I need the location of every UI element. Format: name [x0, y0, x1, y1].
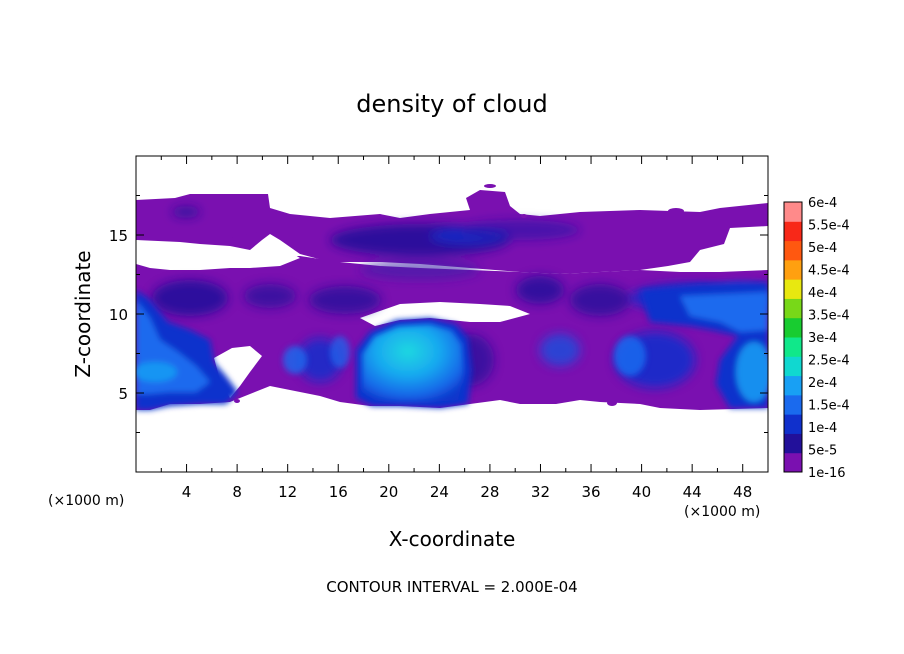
colorbar-label: 4e-4: [808, 286, 837, 301]
colorbar-swatch: [784, 240, 802, 261]
colorbar-swatch: [784, 259, 802, 280]
y-tick-label: 10: [109, 306, 128, 324]
colorbar-label: 4.5e-4: [808, 264, 850, 279]
colorbar-label: 5e-5: [808, 444, 837, 459]
colorbar-label: 1e-16: [808, 466, 846, 481]
x-axis-label: X-coordinate: [389, 527, 516, 551]
colorbar-swatch: [784, 202, 802, 222]
x-tick-label: 12: [278, 483, 297, 501]
right-convective-cell: [283, 282, 768, 408]
colorbar-frame: [783, 201, 803, 473]
central-convective-core: [356, 318, 472, 408]
colorbar-label: 6e-4: [808, 196, 837, 211]
colorbar-swatch: [784, 452, 802, 473]
colorbar-swatch: [784, 394, 802, 415]
colorbar-label: 5e-4: [808, 241, 837, 256]
contour-interval-note: CONTOUR INTERVAL = 2.000E-04: [326, 578, 577, 596]
colorbar-swatch: [784, 298, 802, 319]
colorbar-label: 2.5e-4: [808, 354, 850, 369]
x-tick-label: 40: [632, 483, 651, 501]
x-tick-label: 36: [581, 483, 600, 501]
x-tick-label: 28: [480, 483, 499, 501]
x-tick-label: 20: [379, 483, 398, 501]
x-tick-label: 32: [531, 483, 550, 501]
colorbar-swatch: [784, 279, 802, 299]
y-axis: 5 10 15: [109, 195, 768, 433]
clear-gap-small: [360, 302, 530, 326]
colorbar-label: 2e-4: [808, 376, 837, 391]
x-unit-left: (×1000 m): [48, 493, 124, 509]
x-tick-label: 16: [329, 483, 348, 501]
colorbar-swatch: [784, 414, 802, 434]
cloud-specks: [234, 184, 684, 406]
colorbar: 1e-16 5e-5 1e-4 1.5e-4 2e-4 2.5e-4 3e-4 3.5e-4 4…: [783, 196, 850, 481]
colorbar-label: 3e-4: [808, 331, 837, 346]
y-tick-label: 15: [109, 227, 128, 245]
x-tick-label: 44: [683, 483, 702, 501]
colorbar-label: 1e-4: [808, 421, 837, 436]
x-axis: 4 8 12 16 20 24 28 32 36 40 44 48: [160, 156, 752, 501]
x-tick-label: 24: [430, 483, 449, 501]
cloud-layer-upper-anvil-left: [136, 200, 268, 240]
colorbar-swatch: [784, 356, 802, 377]
x-tick-label: 8: [232, 483, 242, 501]
colorbar-label: 5.5e-4: [808, 219, 850, 234]
chart-title: density of cloud: [356, 90, 547, 118]
plot-area: [135, 155, 769, 473]
x-unit-right: (×1000 m): [684, 504, 760, 520]
colorbar-swatch: [784, 375, 802, 396]
y-tick-label: 5: [118, 385, 128, 403]
colorbar-label: 3.5e-4: [808, 309, 850, 324]
x-tick-label: 48: [733, 483, 752, 501]
colorbar-swatch: [784, 433, 802, 454]
clear-gap: [136, 238, 300, 270]
x-tick-label: 4: [182, 483, 192, 501]
colorbar-swatch: [784, 221, 802, 242]
colorbar-swatch: [784, 317, 802, 338]
cloud-field: [136, 184, 768, 410]
anvil-dark-bands: [172, 206, 580, 280]
colorbar-label: 1.5e-4: [808, 399, 850, 414]
y-axis-label: Z-coordinate: [71, 250, 95, 377]
left-convective-cell: [136, 290, 238, 410]
colorbar-swatch: [784, 337, 802, 357]
